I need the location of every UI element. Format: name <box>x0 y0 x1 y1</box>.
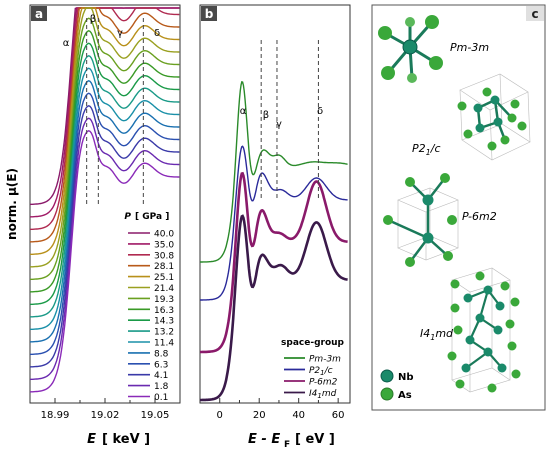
panel-c: c Pm-3m <box>371 4 546 411</box>
legend-b-label-2: P-6m2 <box>309 378 338 388</box>
spectrum-a-13.2 <box>29 55 180 318</box>
spectrum-b-P21/c <box>200 145 348 301</box>
panel-b-letter-bg <box>201 6 217 21</box>
legend-a-label-25.1: 25.1 <box>154 273 174 283</box>
peak-label-b-3: δ <box>317 106 323 117</box>
legend-a-label-14.3: 14.3 <box>154 317 174 327</box>
spectrum-a-21.4 <box>29 7 180 268</box>
tick-label-b-2: 40 <box>292 410 305 421</box>
panel-b-series-group <box>200 81 348 402</box>
panel-a-xlabel-unit: [ keV ] <box>102 432 150 447</box>
structure-p21c <box>457 73 531 161</box>
panel-a: a α β γ δ 18.99 19.02 19.05 P [ GPa ] 40.035.… <box>5 4 181 447</box>
spectrum-a-25.1 <box>29 7 180 256</box>
element-legend: Nb As <box>380 369 414 401</box>
spectrum-a-8.8 <box>29 80 180 343</box>
spectrum-b-Pm-3m <box>200 81 348 263</box>
spectrum-a-14.3 <box>29 42 180 306</box>
panel-b-xlabel-var: E - E <box>248 432 280 447</box>
legend-a-label-13.2: 13.2 <box>154 328 174 338</box>
phase-label-pm3m: Pm-3m <box>450 41 489 54</box>
spectrum-b-P-6m2 <box>200 171 348 354</box>
legend-a-title-var: P <box>124 212 131 222</box>
panel-c-letter-bg <box>526 6 544 21</box>
spectrum-a-16.3 <box>29 30 180 293</box>
phase-label-p6m2: P-6m2 <box>462 210 497 223</box>
panel-a-letter-bg <box>31 6 47 21</box>
tick-label-a-0: 18.99 <box>41 410 70 421</box>
legend-a-label-0.1: 0.1 <box>154 393 168 403</box>
nb-swatch <box>380 369 394 383</box>
peak-label-b-1: β <box>263 110 269 121</box>
peak-label-a-2: γ <box>117 28 123 39</box>
spectrum-a-6.3 <box>29 92 180 356</box>
legend-a-label-4.1: 4.1 <box>154 371 168 381</box>
panel-b-x-ticks: 0 20 40 60 <box>217 398 345 421</box>
panel-b-xlabel-unit: [ eV ] <box>295 432 335 447</box>
phase-label-i41md: I41md <box>420 327 454 342</box>
panel-b-xlabel-sub: F <box>284 440 290 450</box>
legend-b-label-3: I41md <box>309 389 337 400</box>
legend-a-label-1.8: 1.8 <box>154 382 169 392</box>
peak-label-b-2: γ <box>276 119 282 130</box>
spectrum-b-I41md <box>200 214 348 402</box>
legend-a-label-11.4: 11.4 <box>154 339 174 349</box>
panel-c-letter: c <box>531 7 538 21</box>
panel-b: b α βγ δ 0 20 40 60 space-group Pm-3mP21/cP-6… <box>199 4 351 450</box>
tick-label-b-1: 20 <box>253 410 266 421</box>
tick-label-b-3: 60 <box>332 410 345 421</box>
legend-a-label-8.8: 8.8 <box>154 349 169 359</box>
structure-pm3m <box>378 15 443 83</box>
legend-a-label-30.8: 30.8 <box>154 251 174 261</box>
structure-i41md <box>447 267 521 393</box>
panel-c-frame <box>371 4 546 411</box>
legend-a-title-unit: [ GPa ] <box>135 212 169 222</box>
panel-a-legend-items: 40.035.030.828.125.121.419.316.314.313.2… <box>128 230 174 403</box>
panel-a-xlabel-var: E <box>87 432 96 447</box>
panel-a-ylabel: norm. μ(E) <box>5 168 19 240</box>
peak-label-a-0: α <box>63 38 70 49</box>
legend-b-label-1: P21/c <box>309 366 333 377</box>
structure-p6m2 <box>383 173 459 267</box>
as-label: As <box>398 390 412 401</box>
spectrum-a-28.1 <box>29 7 180 243</box>
spectrum-a-0.1 <box>29 130 180 393</box>
panel-a-x-ticks: 18.99 19.02 19.05 <box>41 398 170 421</box>
spectrum-a-19.3 <box>29 17 180 281</box>
as-swatch <box>380 387 394 401</box>
spectrum-a-11.4 <box>29 67 180 331</box>
legend-b-label-0: Pm-3m <box>309 355 341 365</box>
spectrum-a-30.8 <box>29 7 180 231</box>
panel-a-series-group <box>29 7 180 393</box>
panel-a-legend: P [ GPa ] 40.035.030.828.125.121.419.316… <box>124 212 174 403</box>
legend-a-label-6.3: 6.3 <box>154 360 168 370</box>
legend-a-label-16.3: 16.3 <box>154 306 174 316</box>
peak-label-a-3: δ <box>154 28 160 39</box>
tick-label-a-2: 19.05 <box>141 410 170 421</box>
legend-a-label-21.4: 21.4 <box>154 284 174 294</box>
nb-label: Nb <box>398 372 414 383</box>
legend-a-label-28.1: 28.1 <box>154 262 174 272</box>
legend-b-title: space-group <box>281 338 345 348</box>
legend-a-label-40.0: 40.0 <box>154 230 174 240</box>
panel-b-peak-markers: α βγ δ <box>240 40 323 200</box>
panel-a-peak-markers: α β γ δ <box>63 14 160 205</box>
phase-label-p21c: P21/c <box>412 142 441 157</box>
panel-a-letter: a <box>35 7 43 21</box>
panel-b-letter: b <box>205 7 214 21</box>
tick-label-b-0: 0 <box>217 410 223 421</box>
peak-label-b-0: α <box>240 106 247 117</box>
legend-a-label-35.0: 35.0 <box>154 240 174 250</box>
spectrum-a-4.1 <box>29 105 180 368</box>
legend-a-label-19.3: 19.3 <box>154 295 174 305</box>
peak-label-a-1: β <box>90 14 96 25</box>
spectrum-a-1.8 <box>29 117 180 381</box>
tick-label-a-1: 19.02 <box>91 410 120 421</box>
